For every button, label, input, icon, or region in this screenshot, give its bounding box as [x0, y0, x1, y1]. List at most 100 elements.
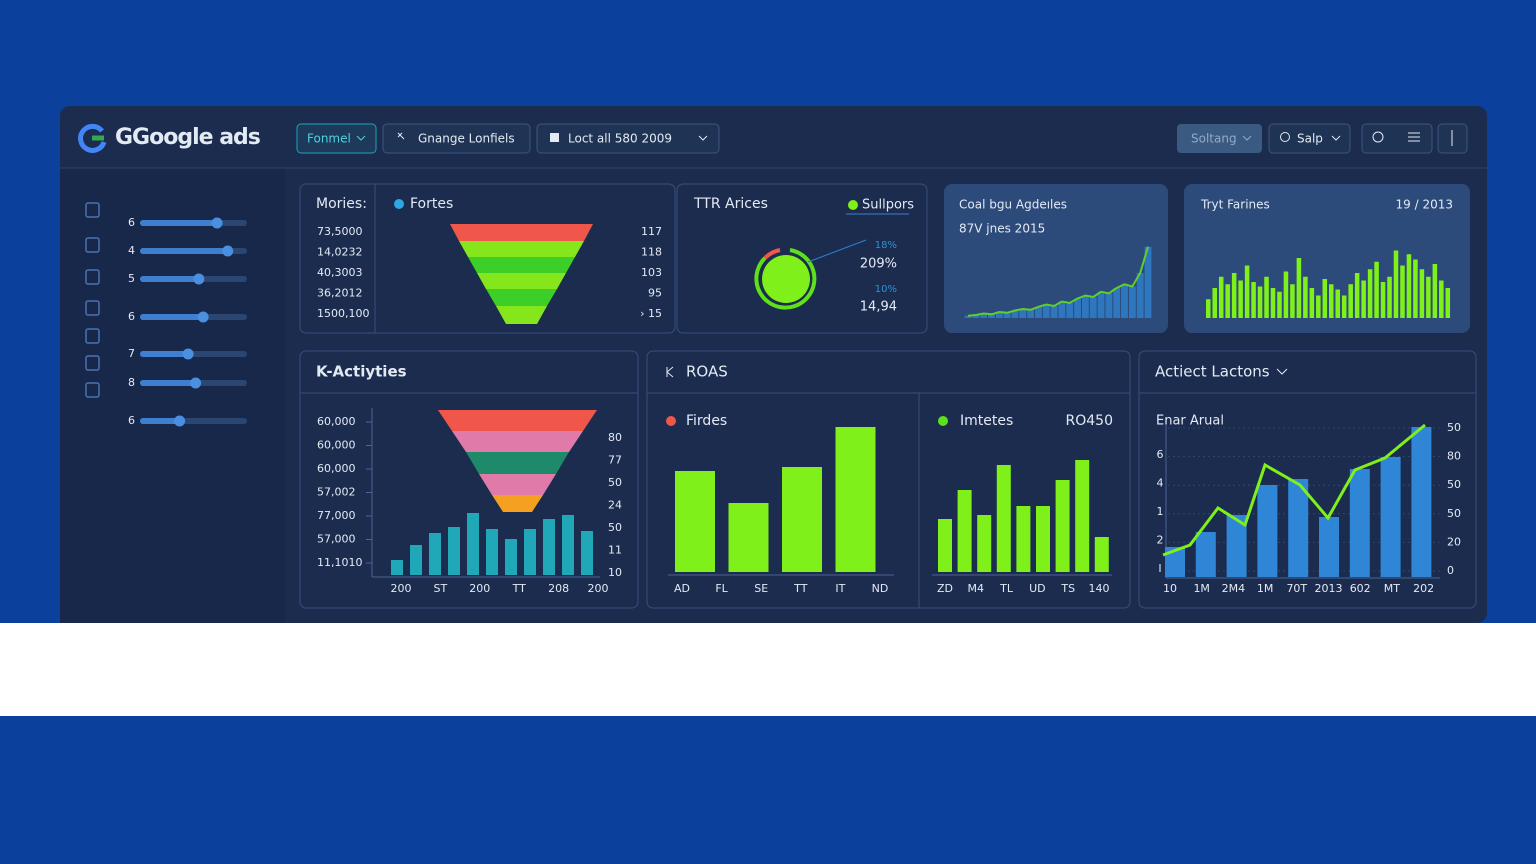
nav-icon	[85, 300, 100, 316]
card-title: Fortes	[410, 196, 453, 212]
area-bar	[1019, 309, 1027, 318]
menu-icon[interactable]	[1408, 132, 1420, 142]
panel-title: ROAS	[686, 363, 728, 381]
bar	[1257, 485, 1278, 577]
y2-label: 80	[608, 431, 622, 444]
ctr-label: 209%	[860, 257, 897, 272]
ctr-label: 18%	[875, 240, 897, 251]
area-bar	[1089, 297, 1097, 318]
card-title: Coal bgu Agdeıles	[959, 198, 1067, 212]
sort-dropdown[interactable]	[1177, 124, 1262, 153]
slider-label: 8	[128, 376, 135, 389]
bar	[728, 503, 769, 572]
y-label: 57,002	[317, 486, 356, 499]
x-label: 140	[1089, 582, 1110, 595]
area-bar	[1128, 286, 1136, 318]
x-label: 200	[588, 582, 609, 595]
search-icon[interactable]	[1372, 131, 1384, 143]
subpanel-note: RO450	[1066, 413, 1113, 429]
chevron[interactable]	[1276, 368, 1288, 375]
nav-icon	[85, 355, 100, 371]
y-label: 60,000	[317, 462, 356, 475]
y2-label: 80	[1447, 450, 1461, 463]
area-bar	[1113, 288, 1121, 318]
chevron	[1242, 135, 1252, 141]
legend-dot	[666, 416, 676, 426]
bar	[1380, 457, 1401, 577]
nav-icon	[85, 382, 100, 398]
spark-bar	[1257, 286, 1263, 318]
x-label: 70T	[1286, 582, 1307, 595]
icon	[666, 366, 674, 378]
gauge	[754, 239, 867, 310]
spark-bar	[1303, 276, 1308, 318]
logo: GGoogle ads	[115, 125, 261, 150]
help-label: Salp	[1297, 132, 1323, 146]
white-band	[0, 623, 1536, 716]
nav-icon	[85, 328, 100, 344]
nav-icon	[85, 269, 100, 285]
area-bar	[1121, 284, 1128, 318]
spark-bar	[1393, 250, 1399, 318]
spark-bar	[1413, 259, 1418, 318]
x-label: IT	[835, 582, 845, 595]
funnel-shape	[450, 224, 593, 324]
bar	[543, 519, 555, 575]
y2-label: 20	[1447, 535, 1461, 548]
subpanel-title: Imtetes	[960, 413, 1013, 429]
date-dropdown[interactable]	[536, 123, 720, 154]
spark-bar	[1309, 288, 1315, 318]
x-label: TL	[999, 582, 1014, 595]
area-bar	[995, 312, 1003, 318]
bar	[410, 545, 422, 575]
x-label: TS	[1060, 582, 1075, 595]
x-label: SE	[754, 582, 768, 595]
filter-dropdown[interactable]	[296, 123, 377, 154]
spark-bar	[1283, 271, 1289, 318]
legend-dot	[394, 199, 404, 209]
legend-dot	[938, 416, 948, 426]
area-bar	[964, 315, 972, 318]
help-dropdown[interactable]	[1268, 123, 1351, 154]
funnel-value: 118	[641, 246, 662, 259]
spark-bar	[1439, 280, 1444, 318]
slider-label: 5	[128, 272, 135, 285]
bar	[1036, 506, 1050, 572]
spark-bar	[1354, 273, 1360, 318]
spark-bar	[1432, 264, 1438, 318]
spark-bar	[1322, 279, 1328, 318]
sidebar	[60, 168, 285, 623]
change-button[interactable]	[382, 123, 531, 154]
bar	[391, 560, 403, 575]
spark-bar	[1387, 276, 1392, 318]
slider-knob	[182, 348, 194, 360]
card-title: Mories:	[316, 196, 367, 212]
bar	[1016, 506, 1031, 572]
x-label: 208	[548, 582, 569, 595]
spark-bar	[1400, 265, 1405, 318]
tool-buttons[interactable]	[1361, 123, 1433, 154]
y2-label: 50	[1447, 421, 1461, 434]
bar	[1288, 479, 1309, 577]
slider-knob	[190, 377, 202, 389]
slider-knob	[211, 217, 223, 229]
spark-bar	[1251, 282, 1256, 318]
spark-bar	[1218, 276, 1224, 318]
spark-bar	[1231, 273, 1237, 318]
x-label: 200	[391, 582, 412, 595]
spark-bar	[1212, 288, 1218, 318]
nav-icon	[85, 202, 100, 218]
y2-label: 24	[608, 499, 622, 512]
x-label: AD	[674, 582, 690, 595]
bar	[675, 471, 715, 572]
x-label: TT	[512, 582, 527, 595]
area-bar	[1074, 298, 1081, 318]
y2-label: 10	[608, 566, 622, 579]
icon	[397, 132, 405, 140]
metric-value: 40,3003	[317, 266, 363, 279]
chevron	[1331, 135, 1341, 141]
slider-fill	[140, 351, 189, 357]
chart-subtitle: Enar Arual	[1156, 414, 1224, 429]
slider-fill	[140, 418, 180, 424]
y-label: 77,000	[317, 509, 356, 522]
